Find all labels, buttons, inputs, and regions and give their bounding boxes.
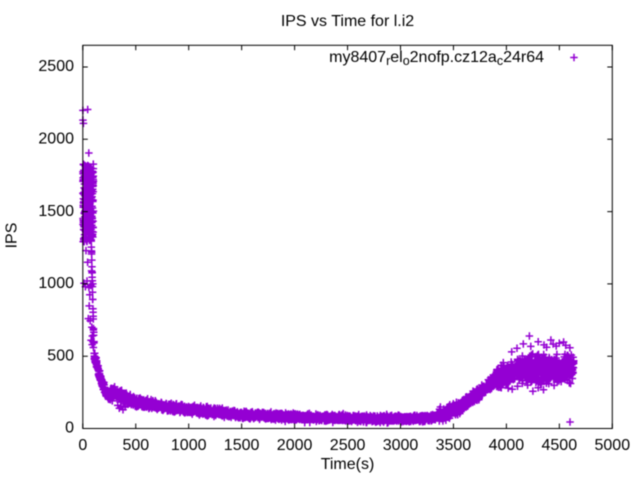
svg-text:2500: 2500 — [38, 58, 74, 75]
svg-text:0: 0 — [65, 420, 74, 437]
svg-text:5000: 5000 — [595, 437, 631, 454]
svg-text:1500: 1500 — [224, 437, 260, 454]
svg-text:1000: 1000 — [171, 437, 207, 454]
svg-text:0: 0 — [78, 437, 87, 454]
svg-text:2500: 2500 — [330, 437, 366, 454]
svg-text:500: 500 — [47, 347, 74, 364]
svg-text:4000: 4000 — [489, 437, 525, 454]
svg-text:1500: 1500 — [38, 203, 74, 220]
svg-text:1000: 1000 — [38, 275, 74, 292]
svg-text:500: 500 — [122, 437, 149, 454]
svg-text:3000: 3000 — [383, 437, 419, 454]
svg-text:4500: 4500 — [542, 437, 578, 454]
svg-text:IPS vs Time for l.i2: IPS vs Time for l.i2 — [281, 13, 414, 30]
svg-text:my8407relo2nofp.cz12ac24r64: my8407relo2nofp.cz12ac24r64 — [329, 49, 544, 68]
svg-text:2000: 2000 — [277, 437, 313, 454]
svg-text:IPS: IPS — [4, 223, 21, 249]
svg-text:3500: 3500 — [436, 437, 472, 454]
svg-text:Time(s): Time(s) — [321, 456, 375, 473]
svg-text:2000: 2000 — [38, 131, 74, 148]
